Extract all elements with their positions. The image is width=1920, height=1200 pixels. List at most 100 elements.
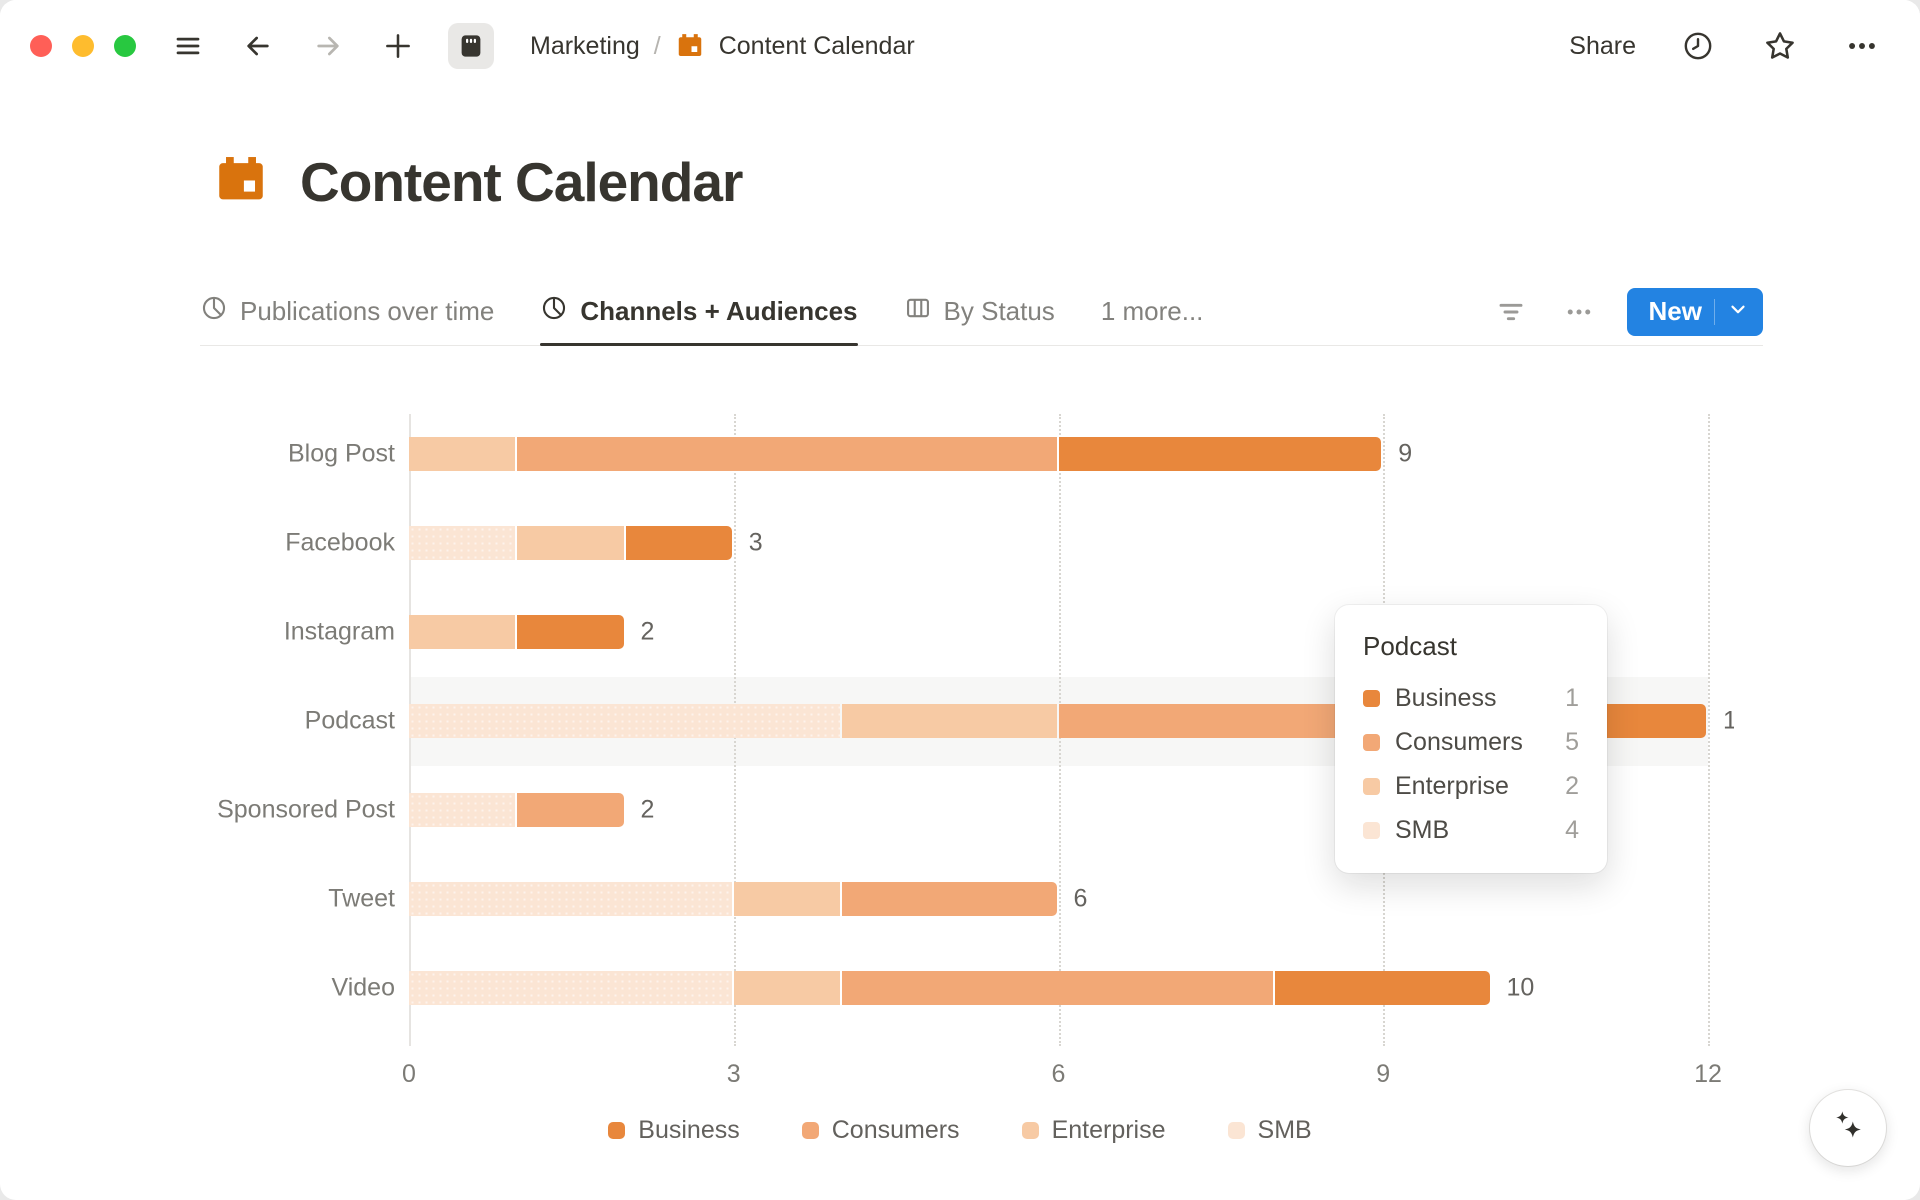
bar-value-label: 2 bbox=[640, 795, 655, 824]
tooltip-series-value: 5 bbox=[1565, 728, 1579, 756]
tooltip-series-value: 4 bbox=[1565, 816, 1579, 844]
tooltip-row: SMB 4 bbox=[1363, 816, 1579, 845]
window-topbar: Marketing / Content Calendar Share bbox=[0, 0, 1920, 92]
category-label: Blog Post bbox=[287, 439, 395, 468]
view-actions: New bbox=[1491, 287, 1763, 336]
tooltip-series-swatch bbox=[1363, 734, 1380, 751]
bar-row bbox=[409, 882, 1057, 916]
tab-label: Publications over time bbox=[240, 296, 495, 326]
bar-segment[interactable] bbox=[517, 526, 624, 560]
bar-segment[interactable] bbox=[409, 615, 516, 649]
nav-controls: Marketing / Content Calendar bbox=[168, 23, 915, 69]
legend-swatch bbox=[1227, 1122, 1245, 1139]
more-views-button[interactable]: 1 more... bbox=[1100, 296, 1204, 326]
breadcrumb: Marketing / Content Calendar bbox=[530, 31, 915, 61]
history-clock-icon[interactable] bbox=[1678, 26, 1718, 66]
x-axis-tick-label: 12 bbox=[1694, 1060, 1722, 1088]
view-options-ellipsis-icon[interactable] bbox=[1559, 292, 1599, 332]
bar-segment[interactable] bbox=[517, 437, 1057, 471]
legend-label: SMB bbox=[1257, 1116, 1312, 1144]
legend-item: Enterprise bbox=[1021, 1116, 1166, 1145]
tab-channels-audiences[interactable]: Channels + Audiences bbox=[540, 278, 858, 346]
traffic-lights bbox=[30, 35, 136, 57]
breadcrumb-workspace[interactable]: Marketing bbox=[530, 31, 640, 60]
board-columns-icon bbox=[904, 294, 932, 329]
legend-label: Business bbox=[638, 1116, 740, 1144]
bar-segment[interactable] bbox=[409, 526, 516, 560]
bar-row bbox=[409, 437, 1382, 471]
tab-by-status[interactable]: By Status bbox=[904, 278, 1055, 345]
more-options-icon[interactable] bbox=[1842, 26, 1882, 66]
tooltip-series-swatch bbox=[1363, 690, 1380, 707]
bar-segment[interactable] bbox=[409, 437, 516, 471]
tab-publications-over-time[interactable]: Publications over time bbox=[200, 278, 494, 345]
x-axis-tick-label: 9 bbox=[1376, 1060, 1391, 1088]
tooltip-series-value: 2 bbox=[1565, 772, 1579, 800]
chart-tooltip: Podcast Business 1 Consumers 5 Enterprise 2 SM… bbox=[1335, 605, 1607, 873]
bar-segment[interactable] bbox=[409, 704, 840, 738]
legend-swatch bbox=[608, 1122, 626, 1139]
bar-segment[interactable] bbox=[733, 971, 840, 1005]
category-label: Instagram bbox=[283, 617, 395, 646]
tooltip-series-label: Consumers bbox=[1395, 728, 1523, 756]
new-button[interactable]: New bbox=[1626, 287, 1763, 336]
breadcrumb-separator: / bbox=[653, 31, 661, 60]
bar-segment[interactable] bbox=[733, 882, 840, 916]
tooltip-row: Business 1 bbox=[1363, 684, 1579, 713]
bar-value-label: 6 bbox=[1073, 884, 1088, 913]
forward-arrow-icon[interactable] bbox=[308, 26, 348, 66]
page-header: Content Calendar bbox=[212, 150, 743, 214]
bar-segment[interactable] bbox=[625, 526, 732, 560]
x-axis-tick-label: 0 bbox=[402, 1060, 416, 1088]
favorite-star-icon[interactable] bbox=[1760, 26, 1800, 66]
pie-chart-icon bbox=[200, 294, 228, 329]
bar-segment[interactable] bbox=[517, 615, 624, 649]
chart-legend: Business Consumers Enterprise SMB bbox=[0, 1116, 1920, 1145]
tooltip-title: Podcast bbox=[1363, 631, 1457, 661]
ai-assistant-button[interactable] bbox=[1810, 1090, 1886, 1166]
bar-segment[interactable] bbox=[517, 793, 624, 827]
legend-item: SMB bbox=[1227, 1116, 1312, 1145]
filter-icon[interactable] bbox=[1491, 292, 1531, 332]
category-label: Tweet bbox=[328, 884, 395, 913]
category-label: Podcast bbox=[304, 706, 395, 735]
chevron-down-icon[interactable] bbox=[1727, 298, 1749, 325]
bar-segment[interactable] bbox=[842, 882, 1057, 916]
bar-segment[interactable] bbox=[842, 971, 1273, 1005]
view-tabs: Publications over time Channels + Audien… bbox=[200, 278, 1055, 346]
bar-value-label: 10 bbox=[1506, 973, 1535, 1002]
legend-item: Business bbox=[608, 1116, 740, 1145]
bar-segment[interactable] bbox=[409, 793, 516, 827]
new-page-plus-icon[interactable] bbox=[378, 26, 418, 66]
stacked-bar-chart: 0 3 6 9 12 Blog Post 9 Facebook 3 Instagram 2 Podca… bbox=[0, 408, 1734, 1108]
bar-segment[interactable] bbox=[1275, 971, 1490, 1005]
x-axis-tick-label: 3 bbox=[726, 1060, 741, 1088]
share-button[interactable]: Share bbox=[1569, 31, 1636, 60]
tooltip-series-label: Enterprise bbox=[1395, 772, 1509, 800]
page-calendar-icon[interactable] bbox=[212, 151, 270, 214]
bar-segment[interactable] bbox=[842, 704, 1057, 738]
back-arrow-icon[interactable] bbox=[238, 26, 278, 66]
new-button-divider bbox=[1714, 298, 1715, 325]
sparkle-icon bbox=[1828, 1106, 1868, 1151]
bar-segment[interactable] bbox=[1599, 704, 1706, 738]
minimize-window-button[interactable] bbox=[72, 35, 94, 57]
hamburger-menu-icon[interactable] bbox=[168, 26, 208, 66]
breadcrumb-page[interactable]: Content Calendar bbox=[718, 31, 915, 60]
tab-label: Channels + Audiences bbox=[580, 296, 858, 326]
category-label: Facebook bbox=[285, 528, 395, 557]
zoom-window-button[interactable] bbox=[114, 35, 136, 57]
bar-segment[interactable] bbox=[409, 971, 732, 1005]
bar-segment[interactable] bbox=[409, 882, 732, 916]
legend-swatch bbox=[801, 1122, 819, 1139]
gridline bbox=[1708, 414, 1710, 1046]
tooltip-row: Enterprise 2 bbox=[1363, 772, 1579, 801]
bar-row bbox=[409, 971, 1490, 1005]
page-title[interactable]: Content Calendar bbox=[300, 151, 743, 213]
workspace-icon[interactable] bbox=[448, 23, 494, 69]
category-label: Video bbox=[331, 973, 396, 1002]
close-window-button[interactable] bbox=[30, 35, 52, 57]
bar-segment[interactable] bbox=[1058, 437, 1382, 471]
legend-label: Enterprise bbox=[1051, 1116, 1166, 1144]
